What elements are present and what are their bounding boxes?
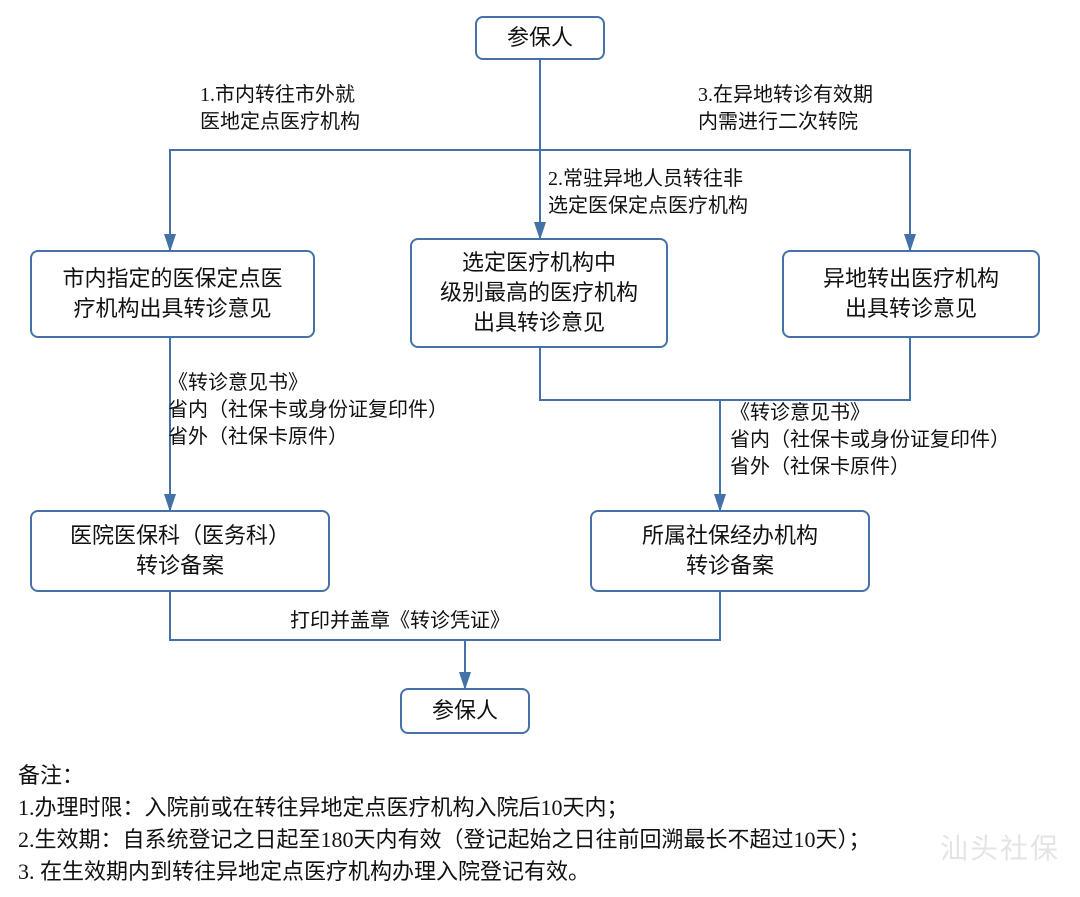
label-l2: 2.常驻异地人员转往非 选定医保定点医疗机构: [548, 166, 748, 220]
label-l1: 1.市内转往市外就 医地定点医疗机构: [200, 82, 360, 136]
label-l5: 《转诊意见书》 省内（社保卡或身份证复印件） 省外（社保卡原件）: [730, 400, 1010, 481]
label-l6: 打印并盖章《转诊凭证》: [290, 608, 510, 635]
watermark: 汕头社保: [940, 827, 1060, 867]
edge-1: [170, 150, 540, 250]
label-l3: 3.在异地转诊有效期 内需进行二次转院: [698, 82, 873, 136]
edge-6: [720, 338, 910, 400]
notes-line: 2.生效期：自系统登记之日起至180天内有效（登记起始之日往前回溯最长不超过10…: [18, 824, 871, 856]
connectors-layer: [0, 0, 1080, 760]
node-n1: 市内指定的医保定点医疗机构出具转诊意见: [30, 250, 315, 338]
flowchart-canvas: 参保人市内指定的医保定点医疗机构出具转诊意见选定医疗机构中级别最高的医疗机构出具…: [0, 0, 1080, 897]
node-end: 参保人: [400, 688, 530, 734]
node-n4: 医院医保科（医务科）转诊备案: [30, 510, 330, 592]
edge-5: [540, 348, 720, 400]
notes-line: 3. 在生效期内到转往异地定点医疗机构办理入院登记有效。: [18, 856, 871, 888]
label-l4: 《转诊意见书》 省内（社保卡或身份证复印件） 省外（社保卡原件）: [168, 370, 448, 451]
node-start: 参保人: [475, 16, 605, 60]
node-n2: 选定医疗机构中级别最高的医疗机构出具转诊意见: [410, 238, 668, 348]
node-n3: 异地转出医疗机构出具转诊意见: [782, 250, 1040, 338]
notes-block: 备注： 1.办理时限：入院前或在转往异地定点医疗机构入院后10天内； 2.生效期…: [18, 760, 871, 888]
node-n5: 所属社保经办机构转诊备案: [590, 510, 870, 592]
notes-title: 备注：: [18, 760, 871, 792]
notes-line: 1.办理时限：入院前或在转往异地定点医疗机构入院后10天内；: [18, 792, 871, 824]
